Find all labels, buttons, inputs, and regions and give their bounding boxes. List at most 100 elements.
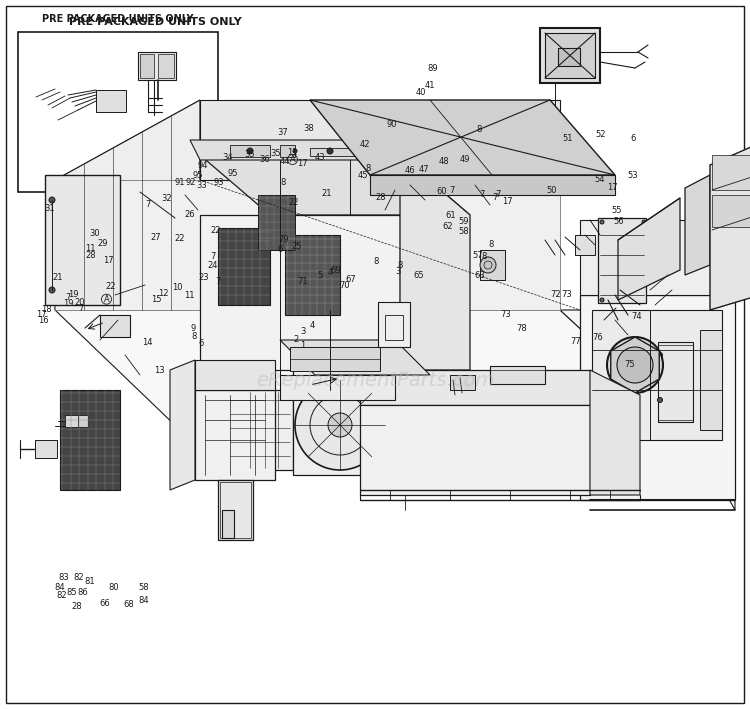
Circle shape — [658, 398, 662, 403]
Polygon shape — [580, 295, 735, 500]
Polygon shape — [190, 140, 395, 160]
Text: 14: 14 — [142, 338, 152, 347]
Text: 92: 92 — [185, 179, 196, 187]
Text: 11: 11 — [86, 244, 96, 252]
Text: 27: 27 — [150, 233, 160, 242]
Text: 90: 90 — [386, 120, 397, 128]
Text: A: A — [290, 155, 296, 164]
Text: 54: 54 — [594, 175, 604, 184]
Text: 33: 33 — [196, 182, 207, 190]
Text: 71: 71 — [298, 277, 308, 286]
Polygon shape — [590, 370, 640, 495]
Text: 36: 36 — [260, 155, 270, 164]
Polygon shape — [200, 100, 560, 180]
Bar — [280, 145, 295, 157]
Polygon shape — [258, 195, 295, 250]
Polygon shape — [360, 370, 590, 405]
Text: 31: 31 — [44, 204, 55, 213]
Circle shape — [607, 337, 663, 393]
Text: 2: 2 — [294, 335, 298, 344]
Polygon shape — [195, 390, 275, 480]
Text: 13: 13 — [154, 366, 164, 374]
Polygon shape — [610, 337, 659, 393]
Circle shape — [295, 380, 385, 470]
Text: PRE PACKAGED UNITS ONLY: PRE PACKAGED UNITS ONLY — [69, 17, 242, 27]
Text: 81: 81 — [85, 577, 95, 586]
Bar — [545, 33, 595, 78]
Text: 8: 8 — [397, 262, 403, 270]
Text: 77: 77 — [571, 337, 581, 345]
Text: 83: 83 — [58, 574, 69, 582]
Text: 20: 20 — [74, 298, 85, 307]
Text: 6: 6 — [630, 134, 636, 143]
Text: 60: 60 — [436, 187, 447, 196]
Text: 21: 21 — [53, 274, 63, 282]
Text: 17: 17 — [297, 159, 307, 167]
Text: 95: 95 — [193, 171, 203, 179]
Text: 35: 35 — [244, 150, 255, 159]
Bar — [18, 32, 218, 192]
Text: 32: 32 — [161, 194, 172, 203]
Bar — [575, 235, 595, 255]
Text: 58: 58 — [138, 583, 148, 591]
Polygon shape — [170, 360, 195, 490]
Polygon shape — [55, 180, 560, 310]
Text: 73: 73 — [561, 290, 572, 298]
Text: 11: 11 — [287, 148, 298, 157]
Text: 50: 50 — [546, 186, 556, 194]
Polygon shape — [280, 375, 395, 400]
Text: 7: 7 — [479, 191, 485, 199]
Text: 91: 91 — [175, 179, 185, 187]
Text: 26: 26 — [184, 211, 195, 219]
Bar — [700, 330, 722, 430]
Text: 28: 28 — [375, 194, 386, 202]
Text: 53: 53 — [628, 172, 638, 180]
Text: 16: 16 — [38, 316, 49, 325]
Text: 18: 18 — [41, 305, 52, 313]
Circle shape — [600, 220, 604, 224]
Bar — [450, 375, 475, 390]
Text: 22: 22 — [288, 199, 298, 207]
Bar — [65, 415, 80, 427]
Text: 95: 95 — [228, 169, 238, 178]
Text: 79: 79 — [278, 235, 289, 244]
Circle shape — [293, 149, 297, 153]
Text: 17: 17 — [503, 197, 513, 206]
Bar — [712, 155, 750, 190]
Text: 8: 8 — [365, 164, 371, 173]
Text: 55: 55 — [611, 206, 622, 215]
Bar — [220, 482, 251, 538]
Text: 7: 7 — [215, 277, 221, 286]
Text: 19: 19 — [68, 291, 79, 299]
Bar — [228, 390, 293, 470]
Polygon shape — [580, 220, 735, 295]
Text: 74: 74 — [632, 313, 642, 321]
Text: 57: 57 — [472, 251, 483, 259]
Text: 84: 84 — [54, 583, 64, 591]
Polygon shape — [400, 155, 470, 370]
Bar — [712, 195, 750, 227]
Text: 59: 59 — [458, 218, 469, 226]
Text: 42: 42 — [360, 140, 370, 149]
Polygon shape — [200, 155, 470, 215]
Text: 8: 8 — [374, 257, 380, 266]
Text: 3: 3 — [395, 267, 401, 276]
Text: 7: 7 — [78, 304, 84, 313]
Polygon shape — [280, 340, 430, 375]
Text: 24: 24 — [207, 262, 218, 270]
Text: 17: 17 — [104, 256, 114, 264]
Text: 69: 69 — [331, 267, 341, 275]
Circle shape — [600, 298, 604, 302]
Circle shape — [49, 197, 55, 203]
Text: 70: 70 — [340, 281, 350, 290]
Text: 48: 48 — [439, 157, 449, 166]
Text: 7: 7 — [145, 200, 151, 208]
Text: 34: 34 — [222, 153, 232, 162]
Text: 46: 46 — [405, 167, 416, 175]
Bar — [480, 250, 505, 280]
Text: 17: 17 — [36, 310, 46, 318]
Polygon shape — [310, 100, 615, 175]
Text: 45: 45 — [358, 172, 368, 180]
Text: 84: 84 — [138, 596, 148, 605]
Circle shape — [480, 257, 496, 273]
